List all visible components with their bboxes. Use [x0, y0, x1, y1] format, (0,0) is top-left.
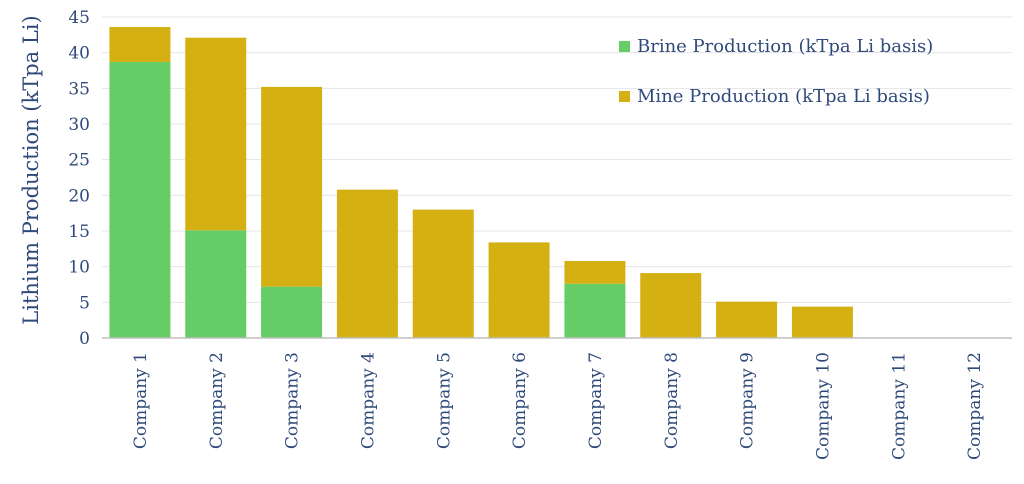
- bar-segment: [791, 306, 853, 338]
- y-tick-label: 5: [79, 293, 90, 313]
- bar-segment: [261, 286, 323, 338]
- gridlines: [102, 16, 1012, 303]
- x-tick-label: Company 2: [207, 352, 227, 449]
- bar-segment: [564, 283, 626, 338]
- x-tick-label: Company 4: [358, 352, 378, 449]
- tick-labels: 0 5 10 15 20 25 30 35 40 45 Company 1 Company 2 Comp…: [68, 8, 985, 460]
- x-tick-label: Company 11: [889, 352, 909, 460]
- bar-segment: [261, 86, 323, 287]
- bar-segment: [109, 61, 171, 338]
- y-tick-label: 35: [68, 79, 90, 99]
- y-tick-label: 20: [68, 186, 90, 206]
- x-tick-label: Company 7: [586, 352, 606, 449]
- x-tick-label: Company 10: [813, 352, 833, 460]
- x-tick-label: Company 3: [283, 352, 303, 449]
- x-tick-label: Company 1: [131, 352, 151, 449]
- bar-segment: [716, 301, 778, 338]
- y-axis-label: Lithium Production (kTpa Li): [19, 15, 43, 324]
- legend-swatch: [619, 91, 630, 102]
- bar-segment: [564, 260, 626, 284]
- x-tick-label: Company 8: [662, 352, 682, 449]
- bar-segment: [109, 26, 171, 62]
- y-tick-label: 30: [68, 115, 90, 135]
- x-tick-label: Company 5: [434, 352, 454, 449]
- x-tick-label: Company 9: [738, 352, 758, 449]
- bar-segment: [640, 273, 702, 338]
- y-tick-label: 25: [68, 151, 90, 171]
- y-tick-label: 10: [68, 258, 90, 278]
- bar-segment: [412, 209, 474, 338]
- bar-segment: [185, 37, 247, 231]
- legend-label: Brine Production (kTpa Li basis): [637, 36, 933, 57]
- bars: [109, 26, 853, 338]
- legend-swatch: [619, 41, 630, 52]
- bar-segment: [336, 189, 398, 338]
- y-tick-label: 45: [68, 8, 90, 28]
- y-tick-label: 40: [68, 44, 90, 64]
- x-tick-label: Company 6: [510, 352, 530, 449]
- legend: Brine Production (kTpa Li basis) Mine Pro…: [619, 36, 933, 107]
- x-tick-label: Company 12: [965, 352, 985, 460]
- y-tick-label: 0: [79, 329, 90, 349]
- bar-segment: [185, 230, 247, 338]
- legend-label: Mine Production (kTpa Li basis): [637, 86, 930, 107]
- bar-segment: [488, 242, 550, 338]
- y-tick-label: 15: [68, 222, 90, 242]
